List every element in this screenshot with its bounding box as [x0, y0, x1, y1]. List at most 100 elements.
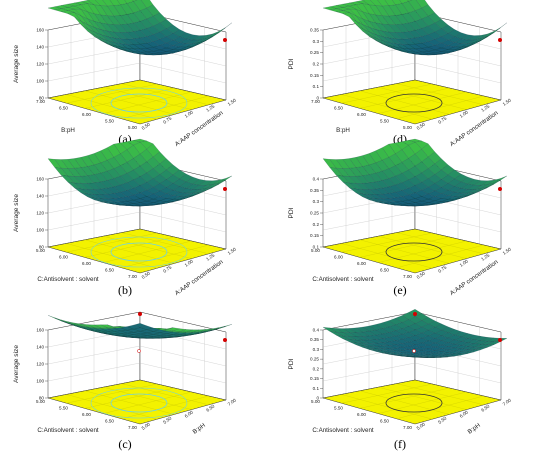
y-tick-label: 5.00 [36, 399, 45, 404]
floor-grid-line [66, 243, 158, 269]
floor-grid-line [103, 87, 192, 110]
surface-panel-5: 80 100 120 140 160 Average size 5.00 5.50 6.00 6.… [13, 311, 238, 436]
z-tick-label: 0.1 [313, 245, 320, 250]
z-tick-label: 160 [36, 328, 44, 333]
z-tick-label: 0.15 [310, 376, 319, 381]
floor-grid-line [341, 83, 433, 104]
floor-grid-line [359, 390, 450, 415]
y-tick-label: 7.00 [403, 274, 412, 279]
y-tick-label: 5.00 [403, 125, 412, 130]
design-point [498, 38, 502, 42]
panel-label: (c) [118, 437, 131, 451]
floor-grid-line [84, 90, 175, 115]
design-point [138, 312, 142, 316]
surface-panel-4: 0.1 0.15 0.2 0.25 0.3 0.35 0.4 PDI 5.00 6.00 6.00 6… [288, 138, 512, 297]
x-tick-label: 0.50 [141, 121, 152, 130]
design-point [223, 187, 227, 191]
z-axis-label: PDI [288, 58, 295, 69]
design-point [137, 349, 141, 353]
floor-grid-line [396, 83, 484, 105]
x-axis-label: B:pH [191, 422, 206, 436]
z-tick-label: 0.3 [313, 39, 320, 44]
x-tick-label: 0.50 [416, 270, 427, 279]
floor-grid-line [103, 391, 192, 414]
floor-grid-line [396, 395, 484, 419]
z-tick-label: 140 [36, 345, 44, 350]
design-point [498, 187, 502, 191]
x-tick-label: 1.50 [227, 97, 238, 106]
z-tick-label: 160 [36, 177, 44, 182]
z-tick-label: 100 [36, 379, 44, 384]
contour-floor [322, 379, 502, 425]
floor-grid-line [121, 383, 209, 405]
contour-line [385, 242, 443, 262]
z-tick-label: 0.4 [313, 177, 320, 182]
x-tick-label: 5.50 [162, 415, 173, 424]
y-tick-label: 5.00 [311, 399, 320, 404]
floor-grid-line [341, 243, 433, 269]
x-tick-label: 5.50 [437, 415, 448, 424]
x-tick-label: 7.00 [502, 397, 513, 406]
contour-line [385, 393, 443, 413]
contour-line [90, 387, 188, 419]
floor-grid-line [341, 232, 433, 253]
z-tick-label: 0.2 [313, 222, 320, 227]
z-tick-label: 0.1 [313, 386, 320, 391]
floor-grid-line [341, 94, 433, 120]
z-tick-label: 120 [36, 362, 44, 367]
response-surface [47, 315, 233, 339]
y-tick-label: 7.00 [311, 99, 320, 104]
y-tick-label: 5.50 [380, 119, 389, 124]
z-tick-label: 0.35 [310, 337, 319, 342]
z-tick-label: 100 [36, 228, 44, 233]
x-tick-label: 0.75 [162, 115, 173, 124]
floor-grid-line [66, 383, 158, 404]
x-tick-label: 0.75 [437, 115, 448, 124]
surface-panel-1: 80 100 120 140 160 Average size 7.00 6.50 6.00 5.… [13, 0, 237, 148]
response-surface [322, 0, 508, 56]
z-tick-label: 0.25 [310, 357, 319, 362]
z-tick-label: 0.15 [310, 233, 319, 238]
y-tick-label: 6.50 [59, 106, 68, 111]
response-surface [47, 138, 233, 207]
x-tick-label: 1.25 [480, 252, 491, 261]
y-tick-label: 7.00 [36, 99, 45, 104]
x-tick-label: 1.00 [184, 258, 195, 267]
floor-grid-line [341, 394, 433, 420]
x-tick-label: 1.50 [502, 97, 513, 106]
x-tick-label: 1.25 [205, 252, 216, 261]
y-tick-label: 6.50 [334, 106, 343, 111]
x-tick-label: 6.00 [184, 409, 195, 418]
floor-grid-line [84, 390, 175, 415]
x-tick-label: 6.50 [205, 403, 216, 412]
floor-grid-line [121, 95, 209, 119]
floor-grid-line [66, 394, 158, 420]
floor-grid-line [359, 236, 450, 258]
x-tick-label: 1.50 [227, 246, 238, 255]
contour-floor [47, 228, 227, 274]
y-tick-label: 6.00 [334, 255, 343, 260]
x-tick-label: 7.00 [227, 397, 238, 406]
y-tick-label: 6.50 [105, 419, 114, 424]
floor-grid-line [84, 239, 175, 264]
z-tick-label: 0.3 [313, 199, 320, 204]
floor-grid-line [359, 90, 450, 115]
response-surface [47, 0, 233, 56]
surface-cell [322, 327, 337, 333]
surface-cell [132, 0, 137, 2]
floor-grid-line [396, 95, 484, 119]
y-tick-label: 5.50 [334, 406, 343, 411]
panel-label: (f) [394, 437, 406, 451]
contour-floor [47, 79, 227, 125]
surface-panel-2: 0 0.1 0.15 0.2 0.25 0.3 0.35 PDI 7.00 6.50 6.00 5.5… [288, 0, 512, 148]
contour-floor [47, 379, 227, 425]
design-point [223, 338, 227, 342]
y-axis-label: C:Antisolvent : solvent [312, 276, 373, 283]
x-tick-label: 5.00 [141, 421, 152, 430]
y-tick-label: 5.50 [105, 119, 114, 124]
x-tick-label: 0.75 [162, 264, 173, 273]
y-tick-label: 5.00 [128, 125, 137, 130]
contour-line [90, 236, 188, 268]
